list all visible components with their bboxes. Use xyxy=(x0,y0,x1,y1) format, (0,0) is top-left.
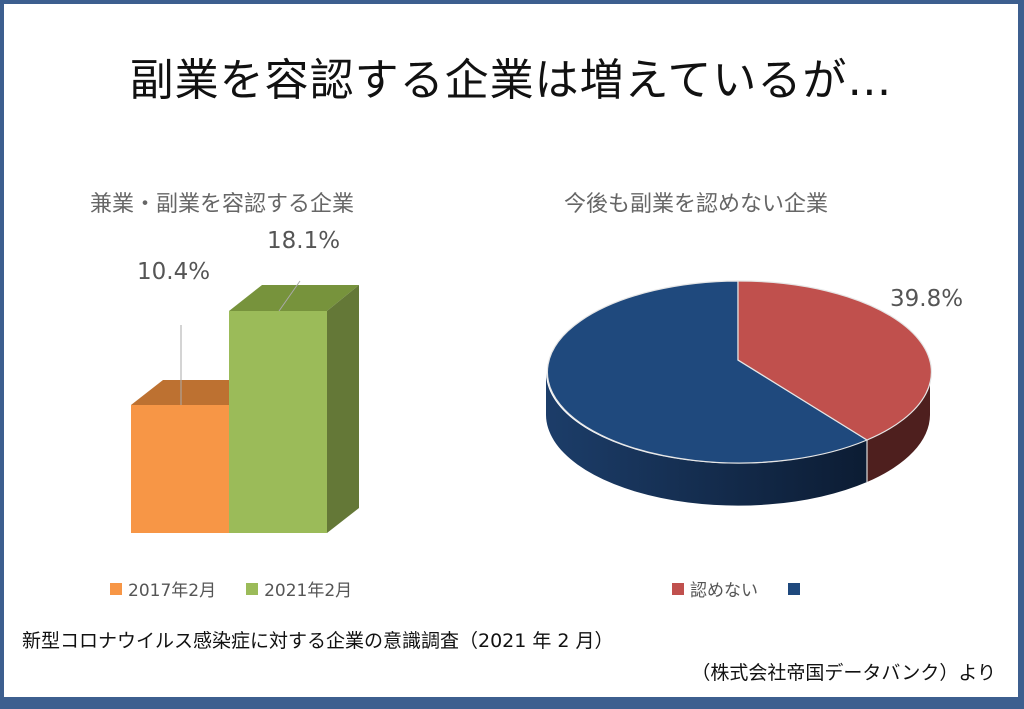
legend-swatch-blue xyxy=(788,582,800,595)
legend-swatch-green xyxy=(246,582,259,595)
legend-item-2021: 2021年2月 xyxy=(246,576,352,601)
leader-line-2021 xyxy=(278,280,301,312)
legend-swatch-orange xyxy=(110,582,122,595)
slide-title: 副業を容認する企業は増えているが… xyxy=(129,55,893,106)
legend-label-2021: 2021年2月 xyxy=(264,581,353,601)
legend-label-2017: 2017年2月 xyxy=(128,581,217,601)
source-line-1: 新型コロナウイルス感染症に対する企業の意識調査（2021 年 2 月） xyxy=(22,630,614,652)
bar-chart-title: 兼業・副業を容認する企業 xyxy=(90,192,355,217)
legend-swatch-red xyxy=(672,582,684,595)
data-label-pie: 39.8% xyxy=(890,286,964,312)
pie-slice-mitomenai xyxy=(737,280,932,441)
pie-slice-other xyxy=(546,280,869,464)
legend-item-2017: 2017年2月 xyxy=(110,576,216,601)
legend-label-mitomenai: 認めない xyxy=(690,581,758,601)
data-label-2021: 18.1% xyxy=(267,228,341,254)
legend-item-mitomenai: 認めない xyxy=(672,576,758,601)
pie-chart-title: 今後も副業を認めない企業 xyxy=(564,192,829,217)
pie-chart xyxy=(545,280,932,506)
bar-legend: 2017年2月 2021年2月 xyxy=(110,576,374,601)
bar-2021 xyxy=(229,285,359,533)
data-label-2017: 10.4% xyxy=(137,259,211,285)
bar-2017 xyxy=(131,380,229,533)
source-line-2: （株式会社帝国データバンク）より xyxy=(691,662,996,684)
pie-legend: 認めない xyxy=(672,576,828,601)
slide: 副業を容認する企業は増えているが… 兼業・副業を容認する企業 xyxy=(4,4,1018,697)
charts-canvas xyxy=(131,280,932,533)
legend-item-other xyxy=(788,582,806,595)
